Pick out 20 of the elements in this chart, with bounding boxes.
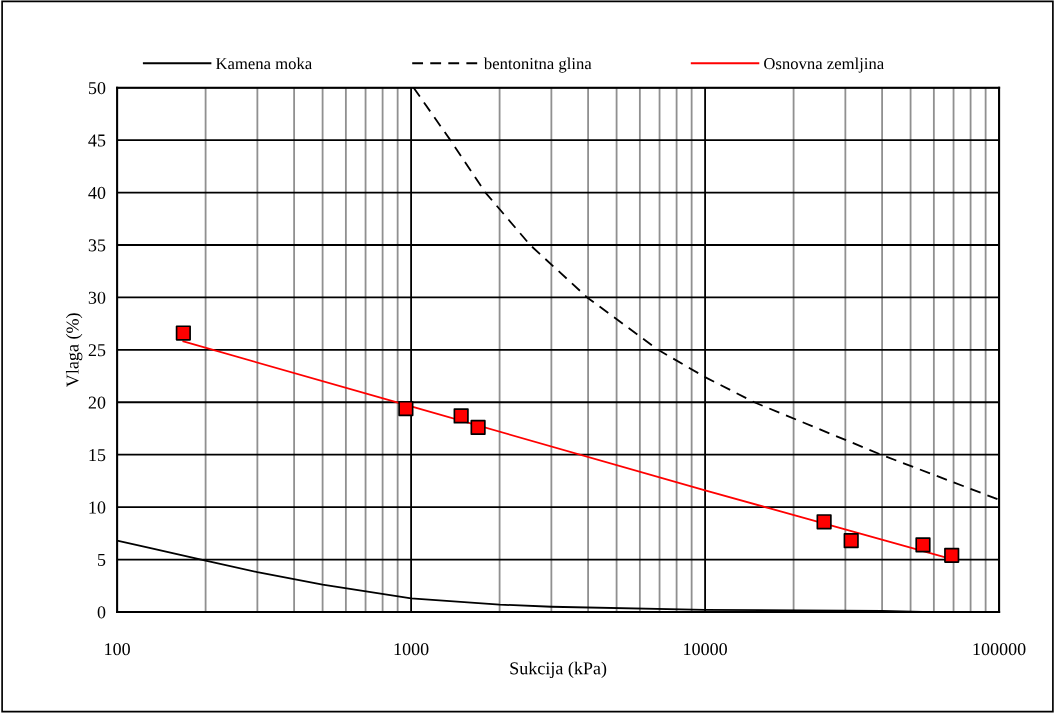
y-tick-label: 30 bbox=[88, 291, 106, 304]
legend-label: Osnovna zemljina bbox=[764, 57, 884, 73]
legend-label: Kamena moka bbox=[215, 57, 312, 70]
y-tick-label: 20 bbox=[88, 396, 106, 409]
y-tick-label: 50 bbox=[88, 81, 106, 95]
x-tick-label: 100000 bbox=[973, 643, 1026, 656]
y-tick-label: 45 bbox=[88, 134, 106, 147]
y-tick-label: 5 bbox=[98, 553, 106, 566]
x-tick-label: 1000 bbox=[394, 643, 429, 656]
y-tick-label: 15 bbox=[89, 449, 106, 462]
y-tick-label: 0 bbox=[97, 606, 106, 619]
y-tick-label: 25 bbox=[88, 344, 106, 357]
legend-label: bentonitna glina bbox=[483, 57, 592, 73]
x-tick-label: 10000 bbox=[684, 643, 727, 656]
x-tick-label: 100 bbox=[105, 643, 130, 656]
x-axis-title: Sukcija (kPa) bbox=[510, 661, 607, 679]
y-tick-label: 10 bbox=[89, 501, 106, 514]
y-tick-label: 35 bbox=[88, 239, 106, 252]
y-axis-title: Vlaga (%) bbox=[65, 313, 83, 387]
y-tick-label: 40 bbox=[88, 186, 106, 199]
